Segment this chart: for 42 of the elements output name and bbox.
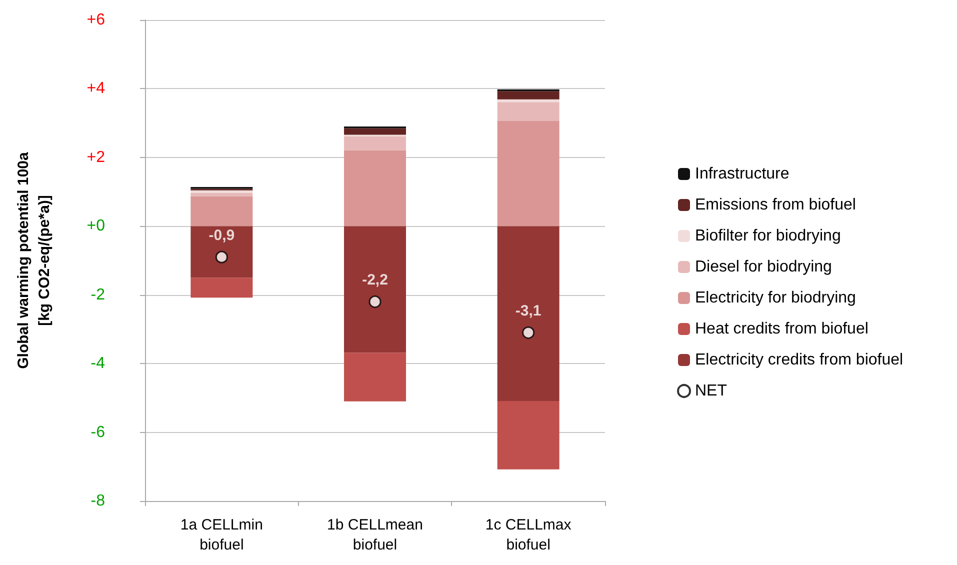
bar	[190, 278, 253, 298]
y-tick-label: +4	[86, 80, 106, 98]
data-label: -3,1	[515, 302, 542, 320]
legend-label: NET	[695, 382, 728, 400]
bar	[190, 226, 253, 278]
bar	[190, 192, 253, 196]
legend-label: Biofilter for biodrying	[695, 228, 841, 244]
bar	[497, 91, 560, 100]
legend-label: Infrastructure	[695, 166, 790, 182]
data-label: -2,2	[362, 271, 388, 288]
y-axis-title: Global warming potential 100a [kg CO2-eq/(pe*a)]	[15, 151, 53, 369]
legend-label: Diesel for biodrying	[695, 258, 832, 276]
bar	[344, 150, 406, 226]
bar	[344, 226, 406, 353]
legend-label: Electricity credits from biofuel	[695, 352, 904, 368]
y-tick-label: -4	[90, 355, 106, 372]
y-tick-label: +6	[86, 12, 106, 28]
y-tick-label: -8	[90, 492, 106, 510]
point	[522, 326, 535, 339]
bar	[344, 136, 406, 150]
legend-label: Emissions from biofuel	[695, 196, 856, 214]
bar	[497, 99, 560, 102]
bar	[344, 128, 406, 135]
x-tick-label: 1b CELLmean biofuel	[327, 516, 423, 554]
point	[215, 250, 228, 264]
y-tick-label: -6	[90, 424, 106, 441]
y-tick-label: +2	[86, 148, 106, 166]
data-label: -0,9	[208, 226, 235, 244]
bar	[497, 226, 560, 402]
bar	[497, 121, 560, 226]
bar	[497, 401, 560, 470]
y-tick-label: +0	[86, 218, 106, 235]
bar	[497, 102, 560, 122]
legend-label: Electricity for biodrying	[695, 290, 856, 306]
point	[368, 295, 382, 308]
bar	[190, 196, 253, 226]
bar	[344, 352, 406, 402]
bar	[190, 190, 253, 193]
x-tick-label: 1a CELLmin biofuel	[180, 516, 263, 554]
legend-label: Heat credits from biofuel	[695, 320, 868, 338]
y-tick-label: -2	[90, 286, 106, 304]
x-tick-label: 1c CELLmax biofuel	[485, 516, 572, 554]
